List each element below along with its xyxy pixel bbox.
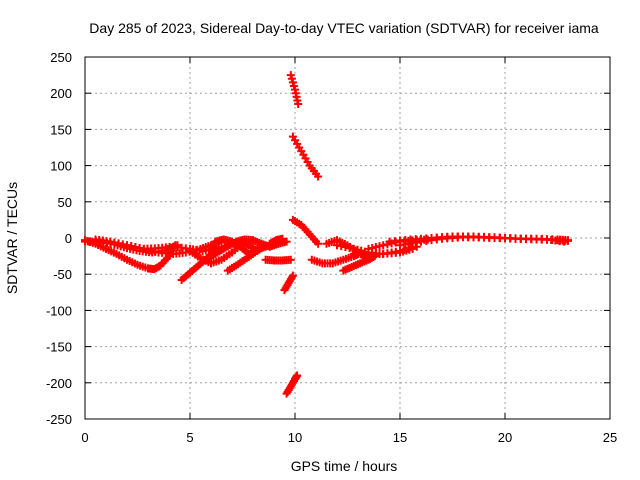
data-point bbox=[564, 236, 572, 245]
series-arc-o bbox=[282, 371, 302, 398]
x-tick-label: 25 bbox=[603, 430, 617, 445]
series-arc-p bbox=[286, 71, 303, 109]
y-tick-label: 250 bbox=[50, 50, 72, 65]
data-point bbox=[404, 244, 413, 253]
x-tick-label: 15 bbox=[393, 430, 407, 445]
data-point bbox=[314, 172, 323, 181]
series-arc-q bbox=[288, 132, 323, 181]
y-tick-label: -100 bbox=[46, 303, 72, 318]
y-tick-label: 150 bbox=[50, 122, 72, 137]
data-point bbox=[278, 234, 287, 243]
y-tick-label: 100 bbox=[50, 159, 72, 174]
y-tick-label: 200 bbox=[50, 86, 72, 101]
y-tick-label: -50 bbox=[53, 267, 72, 282]
y-tick-label: -200 bbox=[46, 376, 72, 391]
y-axis-label: SDTVAR / TECUs bbox=[4, 182, 20, 294]
data-point bbox=[408, 243, 417, 252]
data-point bbox=[293, 371, 302, 380]
x-tick-label: 20 bbox=[498, 430, 512, 445]
y-tick-label: -150 bbox=[46, 340, 72, 355]
data-point bbox=[282, 237, 291, 246]
series-arc-aa bbox=[427, 232, 572, 245]
x-axis-label: GPS time / hours bbox=[291, 458, 398, 474]
data-point bbox=[286, 255, 295, 264]
x-tick-label: 10 bbox=[288, 430, 302, 445]
x-tick-label: 5 bbox=[186, 430, 193, 445]
data-points bbox=[81, 71, 572, 398]
series-arc-r bbox=[288, 215, 323, 248]
y-tick-label: -250 bbox=[46, 412, 72, 427]
series-arc-n bbox=[280, 271, 297, 295]
x-tick-label: 0 bbox=[81, 430, 88, 445]
data-point bbox=[400, 245, 409, 254]
y-tick-label: 0 bbox=[65, 231, 72, 246]
chart-title: Day 285 of 2023, Sidereal Day-to-day VTE… bbox=[89, 20, 599, 36]
series-arc-m bbox=[265, 234, 287, 248]
data-point bbox=[288, 271, 297, 280]
series-arc-l bbox=[261, 255, 295, 265]
ticks: 0 5 10 15 20 25 250 200 150 100 50 0 -50 -100 -150 -200… bbox=[46, 50, 617, 445]
data-point bbox=[294, 100, 303, 109]
data-point bbox=[314, 239, 323, 248]
y-tick-label: 50 bbox=[58, 195, 72, 210]
